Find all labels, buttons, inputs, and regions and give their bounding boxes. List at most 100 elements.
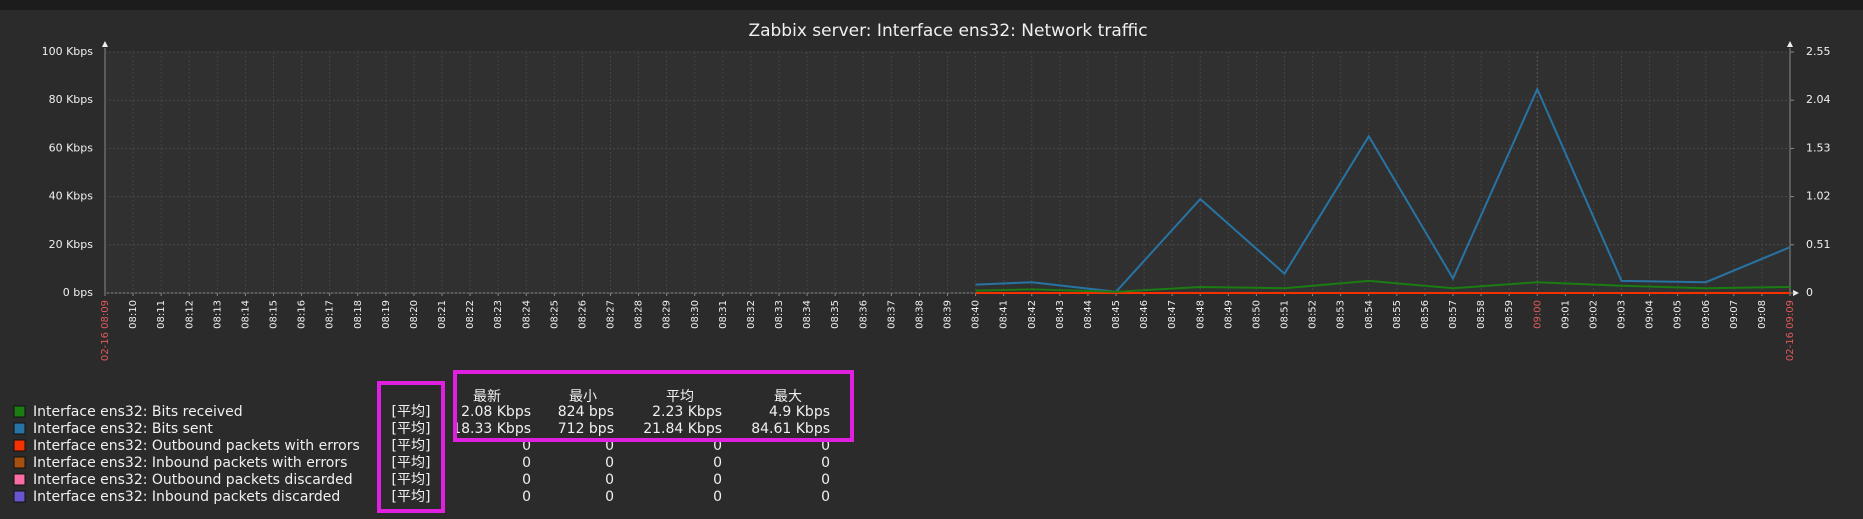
legend-stat: 0	[522, 472, 531, 488]
y-tick-label: 20 Kbps	[49, 238, 94, 251]
x-tick-label: 09:01	[1560, 300, 1571, 329]
x-tick-label: 08:36	[858, 300, 869, 329]
legend-header: 最新	[473, 389, 501, 405]
axis-arrow	[1787, 41, 1793, 47]
legend-swatch	[13, 456, 26, 469]
x-tick-label: 08:37	[886, 300, 897, 329]
legend-stat: 0	[821, 438, 830, 454]
x-tick-label: 08:34	[802, 300, 813, 329]
legend-swatch	[13, 473, 26, 486]
legend-stat: 0	[522, 455, 531, 471]
y2-tick-label: 0.51	[1806, 238, 1831, 251]
y2-tick-label: 2.04	[1806, 93, 1831, 106]
legend-stat: 2.23 Kbps	[652, 404, 722, 420]
x-tick-label: 08:48	[1195, 300, 1206, 329]
legend-stat: 0	[821, 472, 830, 488]
x-tick-label: 08:45	[1111, 300, 1122, 329]
x-tick-label: 08:51	[1280, 300, 1291, 329]
legend-stat: 0	[821, 455, 830, 471]
x-tick-label: 08:38	[914, 300, 925, 329]
x-tick-label: 09:05	[1673, 300, 1684, 329]
legend-stat: 4.9 Kbps	[769, 404, 830, 420]
legend-label: Interface ens32: Bits received	[33, 404, 243, 420]
x-tick-label: 08:10	[128, 300, 139, 329]
legend-swatch	[13, 490, 26, 503]
legend-stat: 0	[522, 438, 531, 454]
x-tick-label: 08:11	[156, 300, 167, 329]
x-tick-label: 08:23	[493, 300, 504, 329]
legend-stat: 21.84 Kbps	[643, 421, 722, 437]
legend-stat: 0	[605, 455, 614, 471]
x-tick-label: 08:20	[409, 300, 420, 329]
x-tick-label: 08:49	[1223, 300, 1234, 329]
x-tick-label: 08:50	[1251, 300, 1262, 329]
chart-title: Zabbix server: Interface ens32: Network …	[748, 21, 1147, 41]
x-tick-label: 08:16	[297, 300, 308, 329]
axis-arrow	[1793, 290, 1799, 296]
x-tick-label: 09:06	[1701, 300, 1712, 329]
x-tick-label: 08:56	[1420, 300, 1431, 329]
x-tick-label: 09:07	[1729, 300, 1740, 329]
series-line	[975, 279, 1791, 293]
x-tick-label: 08:28	[634, 300, 645, 329]
x-tick-label: 08:18	[353, 300, 364, 329]
x-tick-label: 02-16 08:09	[100, 300, 111, 361]
legend-header: 最大	[774, 389, 802, 405]
x-tick-label: 09:00	[1532, 300, 1543, 329]
legend-stat: 712 bps	[558, 421, 614, 437]
legend-function: [平均]	[392, 404, 431, 420]
x-tick-label: 02-16 09:09	[1785, 300, 1796, 361]
x-tick-label: 09:04	[1645, 300, 1656, 329]
axis-arrow	[102, 41, 108, 47]
y2-tick-label: 1.02	[1806, 190, 1831, 203]
x-tick-label: 09:08	[1757, 300, 1768, 329]
x-tick-label: 08:46	[1139, 300, 1150, 329]
legend-label: Interface ens32: Inbound packets with er…	[33, 455, 347, 471]
legend-stat: 824 bps	[558, 404, 614, 420]
x-tick-label: 08:44	[1083, 300, 1094, 329]
legend-function: [平均]	[392, 438, 431, 454]
legend-label: Interface ens32: Outbound packets discar…	[33, 472, 353, 488]
x-tick-label: 08:13	[212, 300, 223, 329]
x-tick-label: 08:24	[521, 300, 532, 329]
legend-stat: 0	[821, 489, 830, 505]
x-tick-label: 08:29	[662, 300, 673, 329]
series-line	[975, 86, 1791, 293]
x-tick-label: 08:33	[774, 300, 785, 329]
x-tick-label: 08:58	[1476, 300, 1487, 329]
x-tick-label: 08:57	[1448, 300, 1459, 329]
x-tick-label: 08:53	[1336, 300, 1347, 329]
legend-stat: 0	[713, 489, 722, 505]
y-tick-label: 100 Kbps	[42, 45, 94, 58]
legend-stat: 0	[605, 489, 614, 505]
legend-stat: 0	[713, 472, 722, 488]
x-tick-label: 08:15	[269, 300, 280, 329]
x-tick-label: 08:21	[437, 300, 448, 329]
x-tick-label: 08:26	[577, 300, 588, 329]
legend-stat: 0	[713, 438, 722, 454]
y-tick-label: 40 Kbps	[49, 190, 94, 203]
x-tick-label: 08:32	[746, 300, 757, 329]
x-tick-label: 08:55	[1392, 300, 1403, 329]
highlight-box	[453, 370, 854, 442]
legend-stat: 84.61 Kbps	[751, 421, 830, 437]
legend-function: [平均]	[392, 455, 431, 471]
legend-swatch	[13, 439, 26, 452]
legend-function: [平均]	[392, 421, 431, 437]
x-tick-label: 08:41	[999, 300, 1010, 329]
legend-stat: 0	[605, 438, 614, 454]
x-tick-label: 08:14	[240, 300, 251, 329]
x-tick-label: 08:27	[606, 300, 617, 329]
legend-swatch	[13, 405, 26, 418]
legend-stat: 18.33 Kbps	[452, 421, 531, 437]
top-strip	[0, 0, 1863, 10]
x-tick-label: 08:40	[971, 300, 982, 329]
x-tick-label: 08:22	[465, 300, 476, 329]
x-tick-label: 08:19	[381, 300, 392, 329]
x-tick-label: 08:12	[184, 300, 195, 329]
legend-header: 平均	[666, 389, 694, 405]
legend-function: [平均]	[392, 489, 431, 505]
x-tick-label: 08:59	[1504, 300, 1515, 329]
